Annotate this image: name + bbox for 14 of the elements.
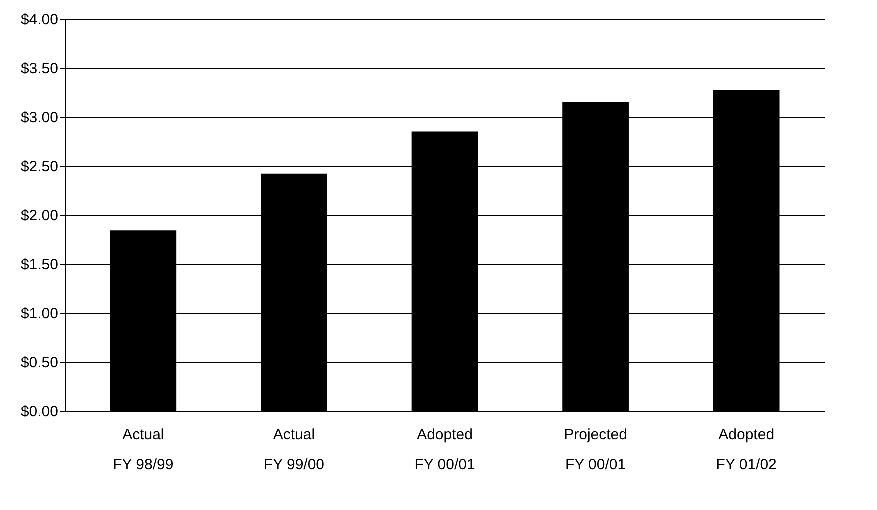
y-tick-label: $0.50 bbox=[20, 354, 58, 372]
x-tick-label: Actual FY 99/00 bbox=[264, 426, 325, 474]
y-tick-label: $0.00 bbox=[20, 404, 58, 420]
x-tick-label: Projected FY 00/01 bbox=[564, 426, 628, 474]
x-tick-label: Adopted FY 01/02 bbox=[716, 426, 777, 474]
y-tick-label: $1.50 bbox=[20, 256, 58, 274]
y-tick-label: $3.50 bbox=[20, 60, 58, 78]
y-tick-label: $3.00 bbox=[20, 110, 58, 126]
x-tick-label: Adopted FY 00/01 bbox=[414, 426, 476, 474]
x-tick-label: Actual FY 98/99 bbox=[113, 426, 174, 474]
y-tick-label: $2.50 bbox=[20, 158, 58, 176]
y-tick-label: $2.00 bbox=[20, 208, 58, 224]
y-tick-label: $1.00 bbox=[20, 306, 58, 322]
y-tick-label: $4.00 bbox=[20, 12, 58, 28]
